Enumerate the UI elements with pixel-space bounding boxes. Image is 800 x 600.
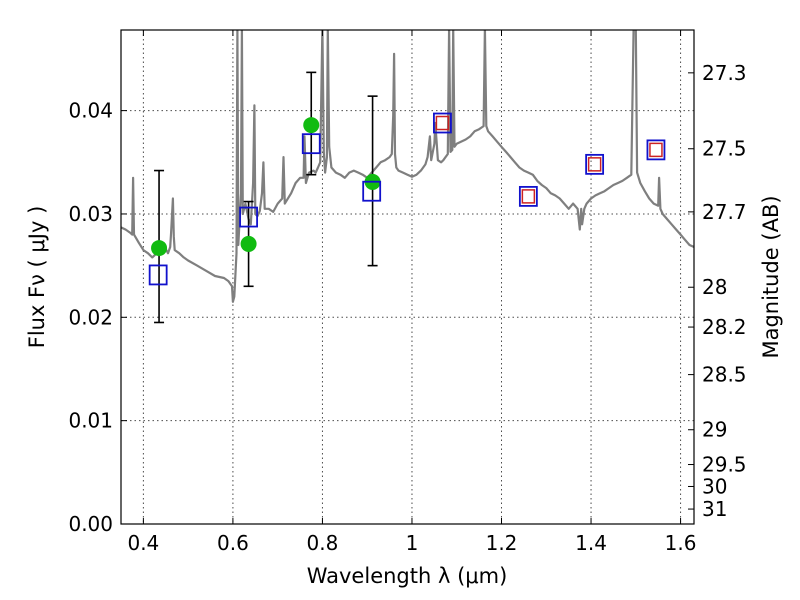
magnitude-tick-label: 29.5 xyxy=(702,453,747,477)
magnitude-tick-label: 30 xyxy=(702,474,727,498)
model-box xyxy=(362,180,382,202)
x-tick-label: 1.6 xyxy=(665,531,697,555)
x-tick-label: 0.4 xyxy=(127,531,159,555)
observed-points xyxy=(151,117,381,257)
y-axis-label: Flux Fν ( μJy ) xyxy=(25,206,49,349)
nir-box xyxy=(435,115,450,131)
model-box xyxy=(646,139,666,161)
nir-box xyxy=(587,157,602,172)
magnitude-tick-label: 29 xyxy=(702,418,727,442)
magnitude-tick-label: 27.7 xyxy=(702,200,747,224)
observed-point xyxy=(303,117,320,134)
y-tick-label: 0.01 xyxy=(68,409,113,433)
spectrum-series xyxy=(121,30,694,303)
x-tick-label: 0.8 xyxy=(307,531,339,555)
observed-point xyxy=(151,240,168,257)
spectrum-line xyxy=(121,30,694,303)
y-axis-ticks: 0.00 0.01 0.02 0.03 0.04 xyxy=(68,99,127,536)
magnitude-axis-label: Magnitude (AB) xyxy=(759,195,783,358)
nir-box xyxy=(649,142,663,158)
x-tick-label: 0.6 xyxy=(217,531,249,555)
model-box xyxy=(518,185,538,207)
model-box xyxy=(433,112,452,134)
observed-point xyxy=(240,235,257,252)
x-tick-label: 1.4 xyxy=(575,531,607,555)
y-tick-label: 0.04 xyxy=(68,99,113,123)
magnitude-tick-label: 28 xyxy=(702,275,727,299)
model-boxes xyxy=(148,112,666,286)
plot-frame xyxy=(120,29,695,525)
nir-box xyxy=(521,189,536,204)
y-tick-label: 0.03 xyxy=(68,202,113,226)
model-box xyxy=(239,206,258,228)
y-tick-label: 0.00 xyxy=(68,512,113,536)
model-box xyxy=(301,133,321,155)
x-tick-label: 1.2 xyxy=(486,531,518,555)
model-box xyxy=(148,264,168,286)
magnitude-tick-label: 28.2 xyxy=(702,315,747,339)
y-tick-label: 0.02 xyxy=(68,305,113,329)
magnitude-tick-label: 31 xyxy=(702,497,727,521)
x-axis-ticks: 0.4 0.6 0.8 1 1.2 1.4 1.6 xyxy=(127,30,696,555)
magnitude-tick-label: 27.3 xyxy=(702,61,747,85)
x-tick-label: 1 xyxy=(406,531,419,555)
model-box xyxy=(585,153,605,175)
magnitude-tick-label: 27.5 xyxy=(702,137,747,161)
plot-background xyxy=(121,30,694,524)
x-axis-label: Wavelength λ (μm) xyxy=(307,564,508,588)
magnitude-tick-label: 28.5 xyxy=(702,363,747,387)
